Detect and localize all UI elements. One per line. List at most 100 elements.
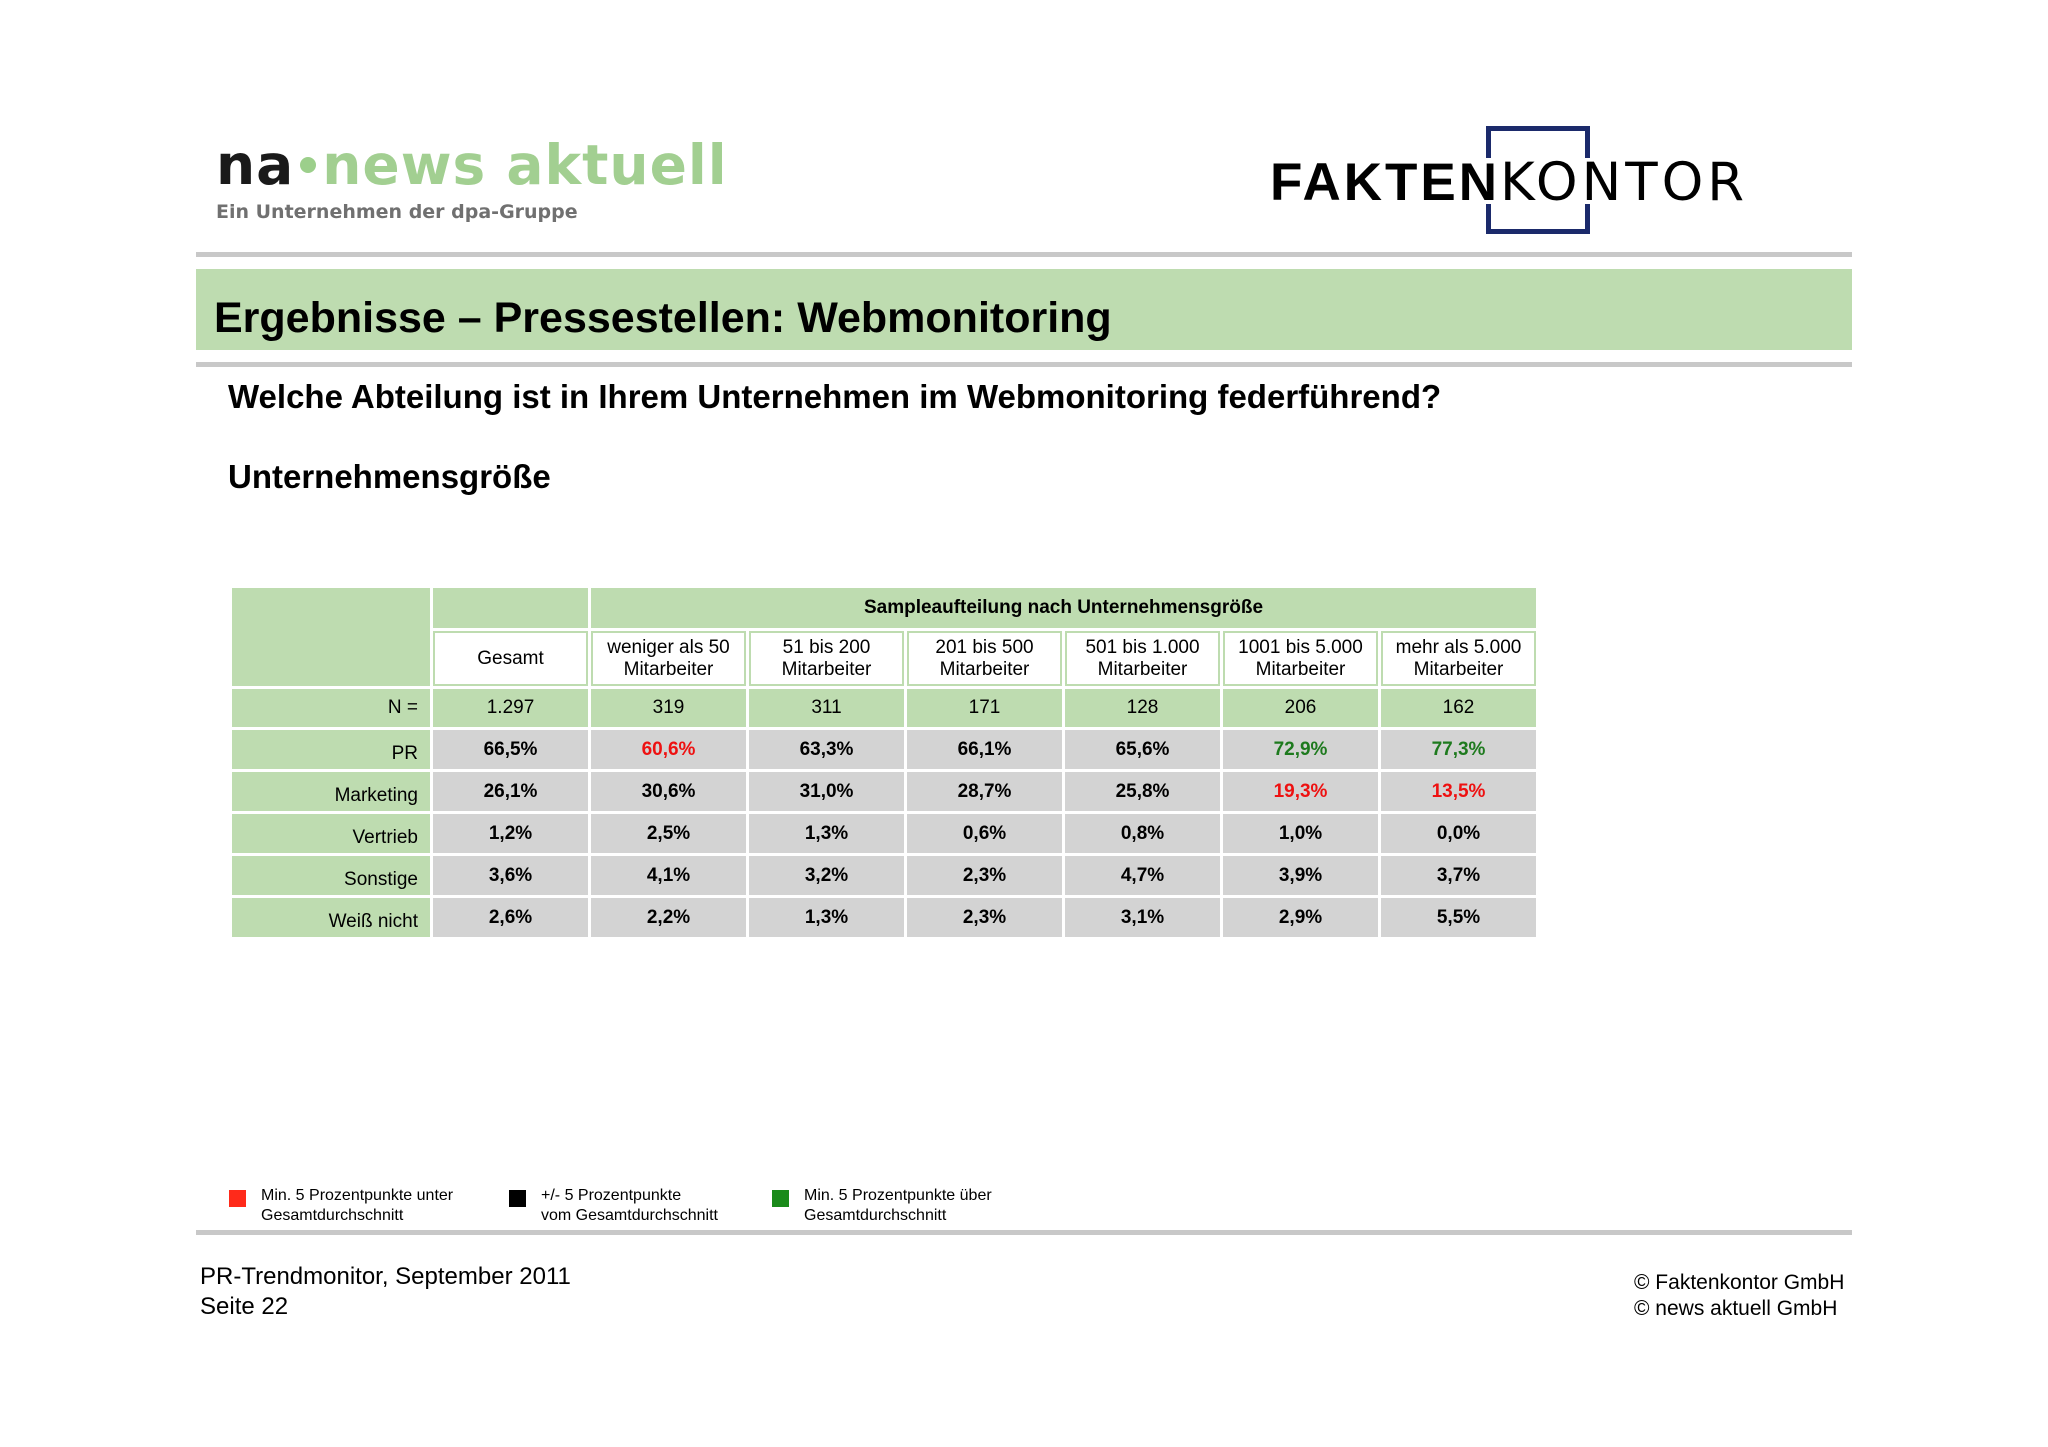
column-header: mehr als 5.000 Mitarbeiter	[1381, 631, 1536, 686]
logo-fakten-text: FAKTEN	[1270, 153, 1500, 212]
survey-question: Welche Abteilung ist in Ihrem Unternehme…	[228, 378, 1442, 415]
column-header-line1: 1001 bis 5.000	[1238, 636, 1363, 658]
value-cell: 19,3%	[1223, 772, 1378, 811]
faktenkontor-logo: FAKTENKONTOR	[1266, 126, 1812, 238]
legend-text-line2: Gesamtdurchschnitt	[261, 1207, 404, 1224]
legend-text-line1: +/- 5 Prozentpunkte	[541, 1187, 682, 1204]
value-cell: 2,3%	[907, 898, 1062, 937]
column-header-line1: 201 bis 500	[935, 636, 1034, 658]
value-cell: 2,5%	[591, 814, 746, 853]
top-divider	[196, 252, 1852, 257]
title-divider	[196, 362, 1852, 367]
table-row: PR 66,5% 60,6% 63,3% 66,1% 65,6% 72,9% 77,3%	[232, 730, 1536, 769]
value-cell: 1,3%	[749, 898, 904, 937]
legend-text-line2: vom Gesamtdurchschnitt	[541, 1207, 718, 1224]
value-cell: 2,6%	[433, 898, 588, 937]
row-label: Sonstige	[232, 856, 430, 895]
value-cell: 2,9%	[1223, 898, 1378, 937]
value-cell: 77,3%	[1381, 730, 1536, 769]
value-cell: 2,2%	[591, 898, 746, 937]
n-row: N = 1.297 319 311 171 128 206 162	[232, 689, 1536, 727]
value-cell: 28,7%	[907, 772, 1062, 811]
footer-source-text: PR-Trendmonitor, September 2011	[200, 1263, 571, 1290]
row-label: PR	[232, 730, 430, 769]
news-aktuell-logo: na news aktuell Ein Unternehmen der dpa-G…	[216, 138, 728, 224]
bottom-divider	[196, 1230, 1852, 1235]
table-corner	[232, 588, 430, 686]
column-header: 51 bis 200 Mitarbeiter	[749, 631, 904, 686]
column-header-line1: weniger als 50	[607, 636, 730, 658]
table-row: Marketing 26,1% 30,6% 31,0% 28,7% 25,8% 19,3% 1…	[232, 772, 1536, 811]
value-cell: 65,6%	[1065, 730, 1220, 769]
value-cell: 1,3%	[749, 814, 904, 853]
legend-text-line1: Min. 5 Prozentpunkte unter	[261, 1187, 454, 1204]
value-cell: 5,5%	[1381, 898, 1536, 937]
column-header: 501 bis 1.000 Mitarbeiter	[1065, 631, 1220, 686]
n-label: N =	[232, 689, 430, 727]
value-cell: 26,1%	[433, 772, 588, 811]
table-group-spacer	[433, 588, 588, 628]
value-cell: 0,8%	[1065, 814, 1220, 853]
row-label: Weiß nicht	[232, 898, 430, 937]
value-cell: 3,7%	[1381, 856, 1536, 895]
column-header-line2: Mitarbeiter	[623, 658, 714, 680]
value-cell: 72,9%	[1223, 730, 1378, 769]
column-header-line2: Mitarbeiter	[939, 658, 1030, 680]
n-value: 128	[1065, 689, 1220, 727]
value-cell: 30,6%	[591, 772, 746, 811]
n-value: 162	[1381, 689, 1536, 727]
logo-dot-icon	[300, 156, 317, 173]
value-cell: 3,1%	[1065, 898, 1220, 937]
logo-news-aktuell-text: news aktuell	[322, 133, 728, 197]
table-group-header: Sampleaufteilung nach Unternehmensgröße	[591, 588, 1536, 628]
column-header: 201 bis 500 Mitarbeiter	[907, 631, 1062, 686]
value-cell: 66,1%	[907, 730, 1062, 769]
value-cell: 13,5%	[1381, 772, 1536, 811]
legend-swatch-icon	[772, 1190, 789, 1207]
footer-page-number: Seite 22	[200, 1293, 289, 1320]
logo-kontor-text: KONTOR	[1500, 152, 1749, 213]
column-header-line1: Gesamt	[477, 647, 544, 669]
legend-text: Min. 5 Prozentpunkte unter Gesamtdurchsch…	[261, 1186, 453, 1226]
value-cell: 31,0%	[749, 772, 904, 811]
column-header-line1: mehr als 5.000	[1395, 636, 1522, 658]
copyright-news-aktuell: © news aktuell GmbH	[1634, 1297, 1838, 1320]
value-cell: 0,6%	[907, 814, 1062, 853]
value-cell: 4,1%	[591, 856, 746, 895]
value-cell: 0,0%	[1381, 814, 1536, 853]
logo-tagline: Ein Unternehmen der dpa-Gruppe	[216, 201, 578, 223]
section-subheading: Unternehmensgröße	[228, 458, 551, 495]
logo-na-text: na	[216, 133, 295, 197]
n-value: 311	[749, 689, 904, 727]
value-cell: 66,5%	[433, 730, 588, 769]
legend-text-line2: Gesamtdurchschnitt	[804, 1207, 947, 1224]
row-label: Vertrieb	[232, 814, 430, 853]
page-title: Ergebnisse – Pressestellen: Webmonitorin…	[214, 294, 1112, 342]
legend-text-line1: Min. 5 Prozentpunkte über	[804, 1187, 992, 1204]
legend-swatch-icon	[509, 1190, 526, 1207]
copyright-faktenkontor: © Faktenkontor GmbH	[1634, 1271, 1845, 1294]
value-cell: 1,2%	[433, 814, 588, 853]
results-table: Sampleaufteilung nach Unternehmensgröße …	[229, 585, 1539, 940]
value-cell: 3,2%	[749, 856, 904, 895]
legend-text: +/- 5 Prozentpunkte vom Gesamtdurchschnit…	[541, 1186, 718, 1226]
column-header-line2: Mitarbeiter	[1097, 658, 1188, 680]
row-label: Marketing	[232, 772, 430, 811]
footer-source: PR-Trendmonitor, September 2011 Seite 22	[200, 1262, 571, 1322]
value-cell: 4,7%	[1065, 856, 1220, 895]
value-cell: 3,9%	[1223, 856, 1378, 895]
legend-text: Min. 5 Prozentpunkte über Gesamtdurchschn…	[804, 1186, 992, 1226]
value-cell: 2,3%	[907, 856, 1062, 895]
column-header-line2: Mitarbeiter	[1255, 658, 1346, 680]
value-cell: 63,3%	[749, 730, 904, 769]
column-header-line1: 51 bis 200	[782, 636, 871, 658]
n-value: 171	[907, 689, 1062, 727]
column-header-line2: Mitarbeiter	[1413, 658, 1504, 680]
n-value: 1.297	[433, 689, 588, 727]
column-header: weniger als 50 Mitarbeiter	[591, 631, 746, 686]
title-bar	[196, 269, 1852, 350]
value-cell: 1,0%	[1223, 814, 1378, 853]
table-row: Vertrieb 1,2% 2,5% 1,3% 0,6% 0,8% 1,0% 0,0%	[232, 814, 1536, 853]
column-header-line2: Mitarbeiter	[781, 658, 872, 680]
n-value: 319	[591, 689, 746, 727]
